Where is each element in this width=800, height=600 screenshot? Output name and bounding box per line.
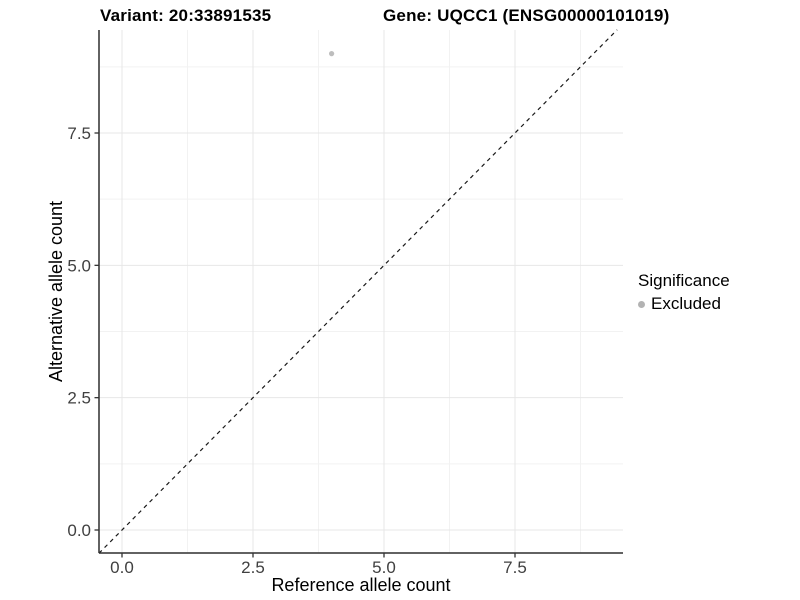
x-axis-title: Reference allele count [271,575,450,595]
y-tick-label: 5.0 [67,256,91,275]
legend-item: Excluded [638,294,730,314]
legend-item-label: Excluded [651,294,721,313]
identity-reference-line [98,29,618,554]
y-tick-label: 7.5 [67,124,91,143]
legend: Significance Excluded [638,271,730,314]
x-tick-label: 5.0 [372,558,396,577]
x-tick-label: 7.5 [503,558,527,577]
y-tick-label: 0.0 [67,521,91,540]
variant-title: Variant: 20:33891535 [100,6,272,25]
legend-point-icon [638,300,645,308]
y-axis-title: Alternative allele count [46,201,66,382]
x-tick-label: 2.5 [241,558,265,577]
legend-title: Significance [638,271,730,290]
gene-title: Gene: UQCC1 (ENSG00000101019) [383,6,670,25]
y-tick-label: 2.5 [67,389,91,408]
data-point [329,51,335,57]
x-tick-label: 0.0 [110,558,134,577]
